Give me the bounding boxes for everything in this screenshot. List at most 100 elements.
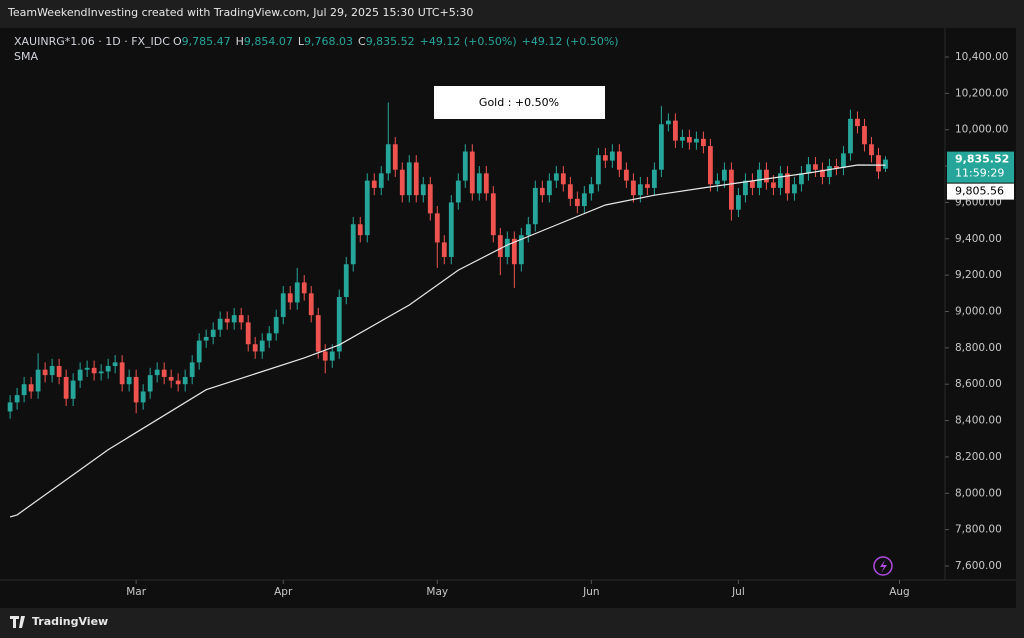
candle-body (539, 187, 545, 196)
candle-body (203, 336, 209, 341)
candle-body (112, 362, 118, 367)
candle-body (63, 376, 69, 399)
footer-brand: TradingView (32, 615, 108, 628)
candle-body (448, 202, 454, 257)
candle-body (217, 318, 223, 330)
candle-body (574, 198, 580, 207)
candle-body (848, 118, 853, 154)
candle-body (70, 380, 76, 399)
candle-body (385, 144, 391, 174)
candle-body (175, 380, 181, 385)
candle-body (834, 166, 839, 168)
ohlc-key: H (236, 35, 244, 48)
candle-body (693, 138, 699, 143)
candle-body (287, 293, 293, 303)
chart-panel (0, 28, 1016, 608)
candle-body (413, 162, 419, 196)
candle-body (658, 124, 664, 170)
alert-icon[interactable] (873, 556, 893, 576)
ohlc-value: 9,854.07 (244, 35, 293, 48)
countdown: 11:59:29 (955, 167, 1004, 180)
candle-body (497, 235, 503, 257)
alert-bolt (880, 560, 887, 573)
candle-body (84, 367, 90, 370)
candle-body (196, 340, 202, 363)
candle-body (420, 184, 426, 196)
candle-body (855, 118, 860, 127)
candle-body (729, 169, 734, 210)
candle-body (301, 282, 307, 294)
candle-body (679, 136, 685, 141)
candle-body (154, 369, 160, 376)
candle-body (462, 151, 468, 181)
candle-body (357, 224, 363, 236)
x-tick-label: Aug (889, 586, 910, 598)
candle-body (406, 162, 412, 196)
y-tick-label: 8,200.00 (955, 451, 1002, 463)
ohlc-key: O (173, 35, 182, 48)
candle-body (119, 362, 125, 385)
candle-body (827, 166, 832, 177)
candle-body (98, 371, 104, 374)
candle-body (252, 344, 258, 352)
x-tick-label: Apr (274, 586, 293, 598)
candle-body (364, 180, 370, 236)
y-tick-label: 8,800.00 (955, 342, 1002, 354)
candle-body (757, 169, 762, 188)
candle-body (469, 151, 475, 194)
ohlc-value: +49.12 (+0.50%) (420, 35, 517, 48)
candle-body (49, 366, 55, 376)
candle-body (399, 169, 405, 196)
candle-body (189, 362, 195, 377)
candle-body (245, 322, 251, 345)
symbol: XAUINRG*1.06 · 1D · FX_IDC (14, 35, 170, 48)
x-tick-label: May (426, 586, 448, 598)
candle-body (182, 376, 188, 385)
ohlc-value: 9,768.03 (304, 35, 353, 48)
sma-line (9, 164, 886, 518)
y-tick-label: 9,200.00 (955, 269, 1002, 281)
annotation-box (434, 86, 605, 119)
candle-body (126, 376, 132, 385)
candle-body (7, 402, 13, 412)
candles (7, 102, 888, 419)
candle-body (441, 242, 447, 257)
candle-body (609, 151, 615, 161)
candle-body (280, 293, 286, 317)
candle-body (813, 164, 818, 170)
candle-body (616, 151, 622, 170)
candle-body (722, 169, 727, 181)
candle-body (56, 366, 62, 377)
candle-body (161, 369, 167, 377)
candle-body (581, 193, 587, 207)
candle-body (715, 180, 720, 185)
ohlc-value: 9,785.47 (182, 35, 231, 48)
candle-body (168, 376, 174, 381)
candle-body (799, 173, 804, 185)
candle-body (294, 282, 300, 303)
candle-body (518, 235, 524, 265)
candle-body (707, 146, 713, 185)
candle-body (560, 173, 566, 185)
candle-body (820, 169, 825, 177)
candle-body (806, 164, 811, 174)
sma-price-label: 9,805.56 (955, 185, 1004, 198)
candle-body (792, 184, 797, 194)
candle-body (637, 184, 643, 196)
candle-body (588, 184, 594, 194)
candle-body (567, 184, 573, 199)
candle-body (308, 293, 314, 316)
candle-body (483, 173, 489, 194)
candle-body (532, 187, 538, 225)
candle-body (764, 169, 769, 183)
candle-body (525, 224, 531, 236)
y-tick-label: 8,400.00 (955, 415, 1002, 427)
candle-body (371, 180, 377, 188)
y-tick-label: 8,600.00 (955, 378, 1002, 390)
ohlc-key: C (358, 35, 366, 48)
header-title: TeamWeekendInvesting created with Tradin… (7, 6, 473, 19)
candle-body (77, 369, 83, 381)
candle-body (841, 153, 846, 168)
candle-body (329, 351, 335, 361)
